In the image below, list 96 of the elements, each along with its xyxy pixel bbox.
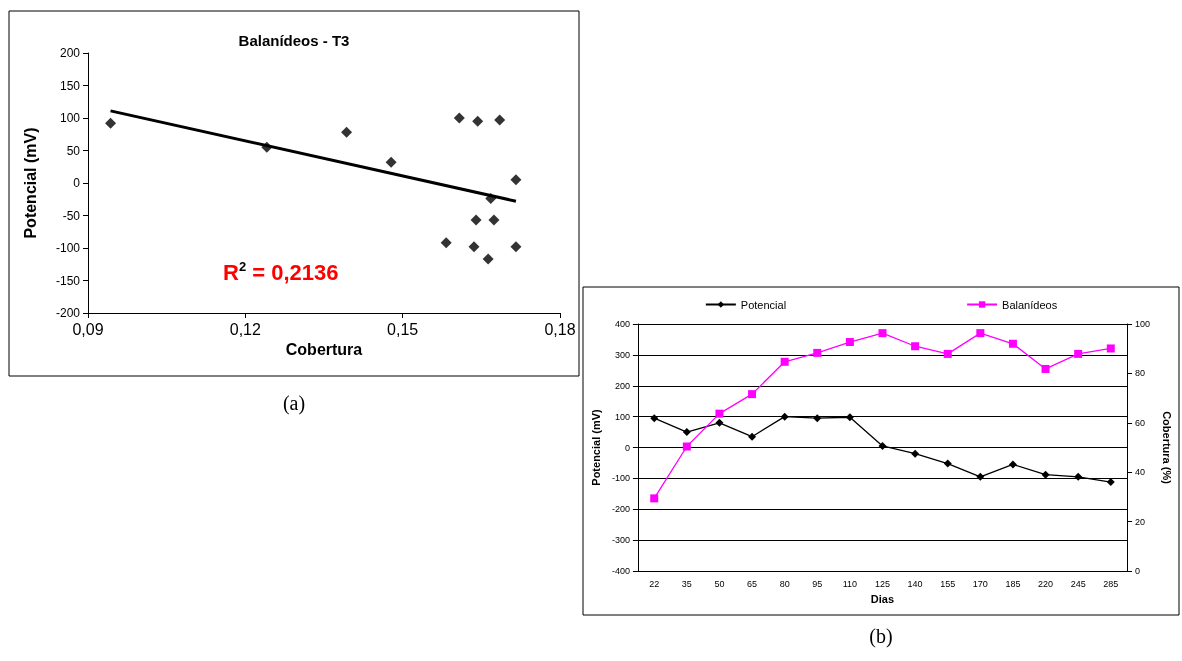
x-axis-title: Cobertura [285, 341, 363, 359]
point [911, 449, 920, 458]
y2-tick-label: 60 [1135, 417, 1146, 428]
y2-tick-label: 20 [1135, 516, 1146, 527]
point [780, 412, 789, 421]
point [682, 442, 691, 451]
point [911, 342, 920, 351]
text: (a) [282, 392, 306, 415]
y-tick-label: -100 [55, 241, 81, 255]
y-tick-label: -150 [55, 273, 81, 288]
point [1106, 478, 1115, 487]
y-axis-title: Potencial (mV) [21, 127, 39, 239]
x-tick-label: 110 [842, 578, 858, 589]
y2-axis-title: Cobertura (%) [1160, 411, 1173, 485]
x-axis-title: Dias [870, 592, 895, 605]
point [510, 174, 522, 186]
y2-tick-label: 40 [1135, 467, 1146, 478]
x-tick-label: 95 [812, 578, 823, 589]
point [1074, 472, 1083, 481]
point [440, 237, 452, 249]
y-tick-label: -200 [611, 504, 630, 515]
point [715, 418, 724, 427]
y-tick-label: -400 [611, 566, 630, 576]
point [976, 472, 985, 481]
point [488, 214, 500, 226]
y2-tick-label: 100 [1135, 319, 1151, 329]
chart-title: Balanídeos - T3 [238, 32, 350, 49]
x-tick-label: 80 [779, 578, 790, 589]
point [1041, 364, 1050, 373]
y-tick-label: 200 [614, 380, 630, 391]
y-tick-label: 150 [59, 78, 81, 93]
y-axis-title: Potencial (mV) [589, 408, 602, 486]
point [472, 115, 484, 127]
point [780, 357, 789, 366]
x-tick-label: 0,12 [229, 320, 262, 338]
point [976, 329, 985, 338]
x-tick-label: 0,18 [544, 320, 576, 338]
point [341, 126, 353, 138]
x-tick-label: 50 [714, 578, 725, 589]
y-tick-label: -50 [62, 208, 81, 223]
y-tick-label: -100 [611, 473, 630, 484]
x-tick-label: 0,09 [72, 320, 104, 338]
x-tick-label: 185 [1005, 578, 1021, 589]
point [494, 114, 506, 126]
y-tick-label: 50 [66, 143, 81, 158]
point [650, 414, 659, 423]
legend-label: Potencial [740, 298, 787, 311]
point [470, 214, 482, 226]
point [748, 432, 757, 441]
point [1008, 460, 1017, 469]
x-tick-label: 245 [1070, 578, 1086, 589]
point [453, 112, 465, 124]
y-tick-label: 100 [614, 411, 630, 422]
y-tick-label: 300 [614, 349, 630, 360]
x-tick-label: 65 [747, 578, 758, 589]
x-tick-label: 285 [1103, 578, 1119, 589]
y-tick-label: 0 [73, 176, 81, 190]
point [482, 253, 494, 265]
point [1074, 349, 1083, 358]
y-tick-label: -300 [611, 535, 630, 546]
y-tick-label: 100 [59, 111, 81, 125]
point [650, 494, 659, 503]
point [105, 117, 117, 129]
x-tick-label: 35 [681, 578, 692, 589]
y-tick-label: 400 [614, 319, 630, 329]
point [682, 428, 691, 437]
point [813, 414, 822, 423]
x-tick-label: 0,15 [387, 320, 419, 338]
point [748, 390, 757, 399]
point [845, 338, 854, 347]
x-tick-label: 140 [907, 578, 923, 589]
y-tick-label: 0 [624, 442, 630, 453]
x-tick-label: 220 [1038, 578, 1054, 589]
point [878, 329, 887, 338]
point [510, 241, 522, 253]
x-tick-label: 155 [940, 578, 956, 589]
point [1041, 470, 1050, 479]
legend-label: Balanídeos [1002, 298, 1058, 311]
point [878, 441, 887, 450]
text: (b) [869, 625, 893, 648]
point [1106, 344, 1115, 353]
x-tick-label: 170 [972, 578, 988, 589]
point [813, 348, 822, 357]
point [715, 409, 724, 418]
y2-tick-label: 80 [1135, 368, 1146, 379]
y-tick-label: -200 [55, 306, 81, 320]
x-tick-label: 125 [874, 578, 891, 589]
point [943, 349, 952, 358]
x-tick-label: 22 [649, 578, 660, 589]
point [468, 241, 480, 253]
point [385, 156, 397, 168]
point [943, 459, 952, 468]
y2-tick-label: 0 [1135, 566, 1141, 576]
point [845, 413, 854, 422]
point [1008, 339, 1017, 348]
y-tick-label: 200 [59, 46, 81, 60]
